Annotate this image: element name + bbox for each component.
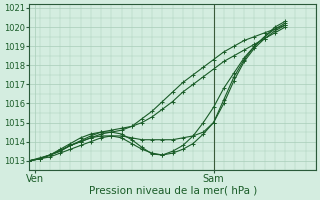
- X-axis label: Pression niveau de la mer( hPa ): Pression niveau de la mer( hPa ): [89, 186, 257, 196]
